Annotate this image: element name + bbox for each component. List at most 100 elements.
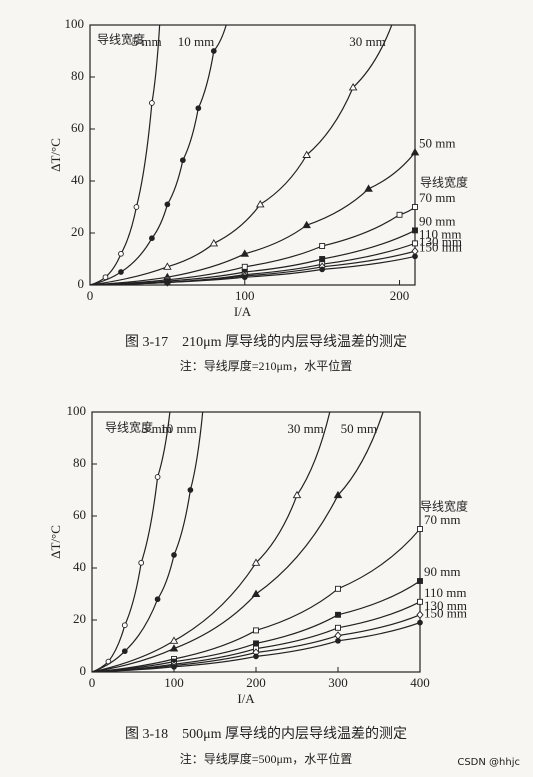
marker — [417, 619, 423, 626]
marker — [164, 201, 171, 208]
marker — [335, 624, 341, 631]
series-label: 130 mm — [424, 598, 467, 613]
y-tick-label: 80 — [71, 68, 84, 83]
marker — [169, 636, 179, 644]
y-axis-label: ΔT/°C — [48, 138, 63, 172]
marker — [253, 640, 259, 647]
series-label: 10 mm — [178, 34, 214, 49]
annotation: 导线宽度 — [97, 32, 145, 47]
marker — [253, 653, 259, 660]
marker — [396, 211, 403, 218]
marker — [154, 474, 161, 480]
series-label: 5 mm — [142, 421, 172, 436]
marker — [412, 240, 418, 247]
marker — [164, 279, 171, 286]
marker — [121, 622, 128, 629]
marker — [335, 611, 341, 618]
marker — [209, 239, 219, 247]
series-label: 110 mm — [419, 226, 462, 241]
marker — [133, 204, 140, 210]
series-label: 50 mm — [419, 135, 455, 150]
marker — [412, 253, 418, 260]
marker — [251, 589, 261, 597]
curve — [92, 412, 171, 672]
marker — [171, 663, 177, 670]
marker — [417, 578, 423, 584]
x-tick-label: 300 — [328, 675, 348, 690]
marker — [121, 648, 128, 655]
note: 注：导线厚度=500μm，水平位置 — [180, 751, 353, 766]
series-label: 70 mm — [424, 512, 460, 527]
series-label: 150 mm — [419, 239, 462, 254]
y-tick-label: 100 — [67, 403, 87, 418]
caption: 图 3-18 500μm 厚导线的内层导线温差的测定 — [125, 726, 407, 742]
marker — [335, 637, 341, 644]
series-label: 10 mm — [160, 421, 196, 436]
marker — [302, 150, 311, 158]
marker — [169, 644, 179, 652]
watermark: CSDN @hhjc — [457, 757, 520, 768]
marker — [319, 243, 326, 249]
y-tick-label: 60 — [71, 120, 84, 135]
marker — [412, 227, 418, 234]
x-tick-label: 100 — [235, 288, 255, 303]
marker — [118, 269, 124, 275]
x-tick-label: 0 — [89, 675, 96, 690]
series-label: 5 mm — [132, 34, 162, 49]
x-tick-label: 400 — [410, 675, 430, 690]
marker — [210, 48, 217, 54]
y-tick-label: 20 — [73, 611, 86, 626]
curve — [90, 25, 393, 285]
marker — [138, 559, 145, 566]
marker — [416, 610, 424, 619]
curve — [90, 242, 415, 285]
x-tick-label: 200 — [390, 288, 410, 303]
marker — [333, 490, 343, 499]
annotation: 导线宽度 — [105, 420, 153, 435]
marker — [195, 105, 202, 112]
marker — [187, 487, 194, 493]
annotation: 导线宽度 — [420, 499, 468, 514]
series-label: 110 mm — [424, 585, 467, 600]
x-tick-label: 200 — [246, 675, 266, 690]
marker — [253, 627, 259, 634]
marker — [149, 235, 155, 242]
marker — [149, 100, 155, 106]
x-tick-label: 0 — [87, 288, 94, 303]
y-axis-label: ΔT/°C — [48, 525, 63, 559]
marker — [335, 585, 341, 592]
marker — [417, 598, 423, 605]
x-tick-label: 100 — [164, 675, 184, 690]
note: 注：导线厚度=210μm，水平位置 — [180, 358, 353, 373]
marker — [412, 204, 418, 210]
marker — [348, 83, 358, 91]
marker — [364, 184, 373, 192]
marker — [241, 274, 248, 281]
series-label: 90 mm — [419, 213, 455, 228]
annotation: 导线宽度 — [420, 175, 468, 190]
marker — [302, 220, 311, 229]
x-axis-label: I/A — [234, 304, 252, 319]
marker — [154, 596, 161, 603]
marker — [410, 148, 420, 156]
series-label: 90 mm — [424, 564, 460, 579]
series-label: 130 mm — [419, 234, 462, 249]
series-label: 30 mm — [349, 34, 385, 49]
curve — [92, 412, 384, 672]
caption: 图 3-17 210μm 厚导线的内层导线温差的测定 — [125, 334, 407, 350]
marker — [255, 200, 265, 208]
marker — [251, 558, 261, 566]
y-tick-label: 100 — [65, 16, 85, 31]
marker — [118, 250, 124, 257]
y-tick-label: 40 — [71, 172, 84, 187]
curve — [90, 25, 161, 285]
y-tick-label: 20 — [71, 224, 84, 239]
y-tick-label: 0 — [78, 276, 85, 291]
marker — [417, 526, 423, 532]
marker — [292, 490, 302, 499]
marker — [240, 249, 250, 257]
x-axis-label: I/A — [237, 691, 255, 706]
series-label: 30 mm — [287, 421, 323, 436]
